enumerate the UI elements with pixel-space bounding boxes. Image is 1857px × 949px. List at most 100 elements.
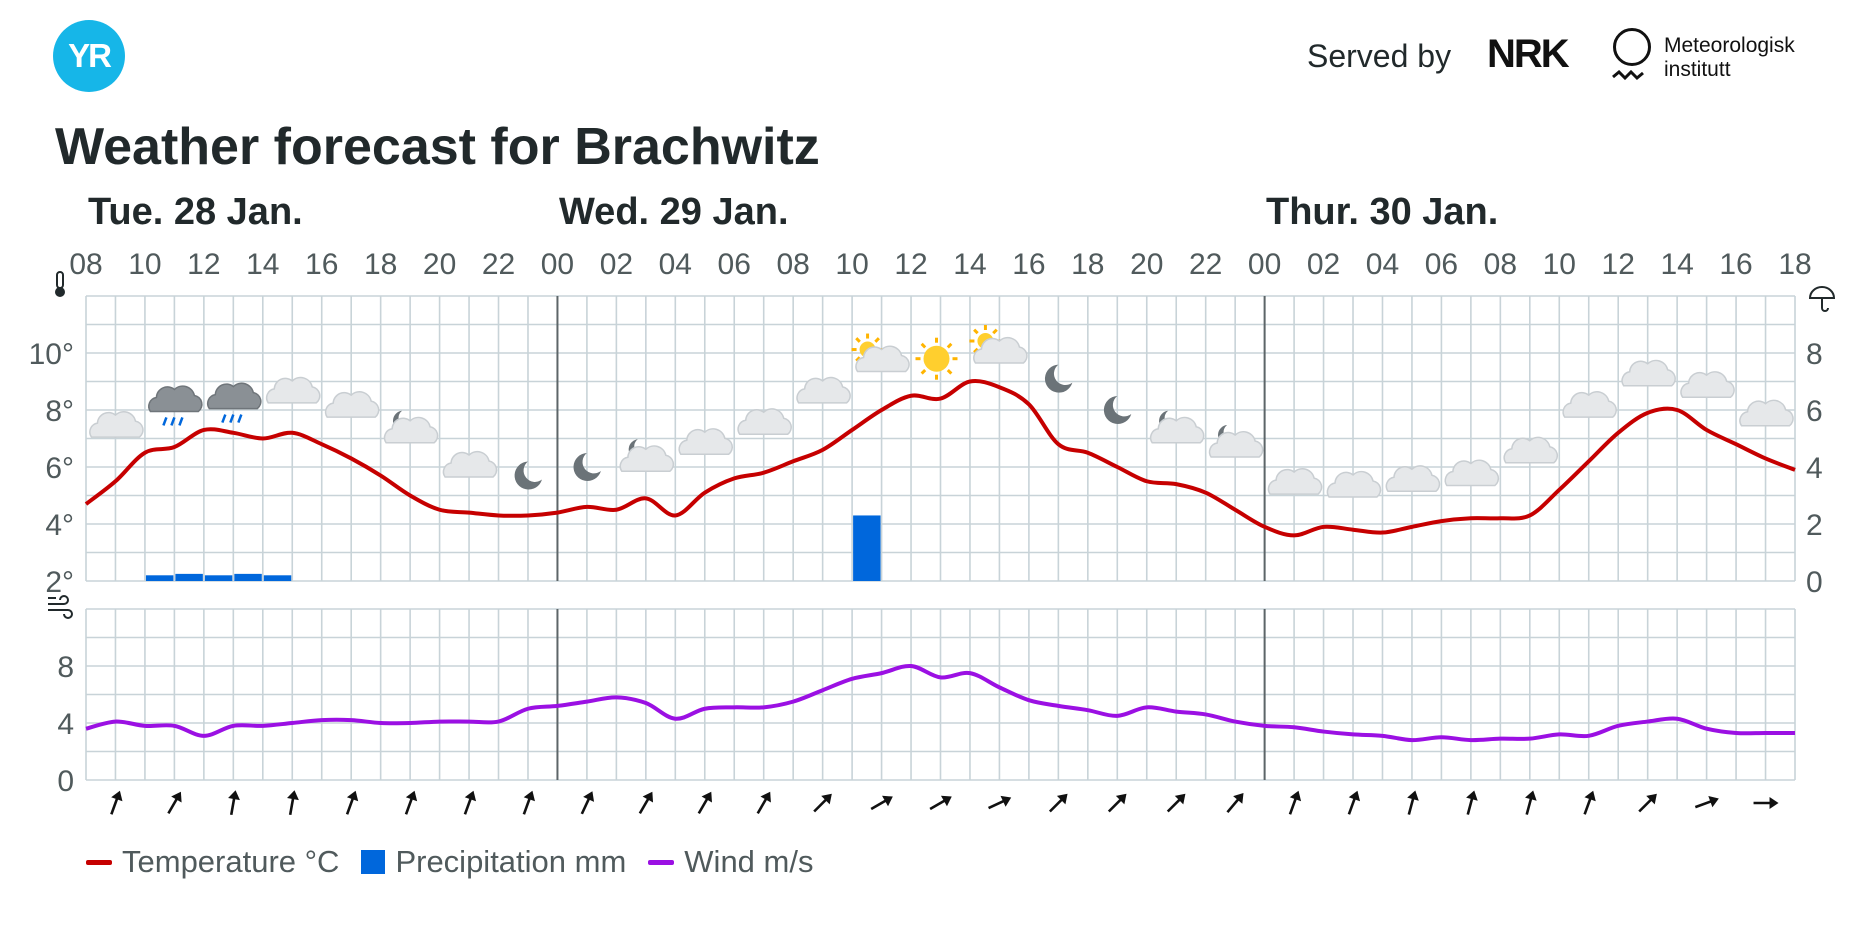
rain-drop	[237, 414, 243, 424]
met-logo-text[interactable]: Meteorologisk institutt	[1664, 34, 1795, 82]
wind-direction-arrow	[870, 795, 893, 811]
hour-tick-label: 12	[187, 248, 220, 281]
wind-direction-arrow	[1407, 790, 1419, 815]
umbrella-icon	[1808, 286, 1836, 312]
cloud-icon	[324, 391, 380, 418]
wind-direction-arrow	[1226, 793, 1244, 814]
arrow-head	[1525, 790, 1537, 801]
hour-tick-label: 12	[1602, 248, 1635, 281]
temperature-tick-label: 2°	[45, 566, 74, 599]
wind-direction-arrow	[522, 790, 535, 815]
arrow-head	[1348, 790, 1361, 802]
hour-tick-label: 08	[1484, 248, 1517, 281]
wind-tick-label: 0	[57, 765, 74, 798]
hour-tick-label: 10	[1543, 248, 1576, 281]
moon-icon	[1103, 396, 1132, 424]
precipitation-tick-label: 8	[1806, 338, 1823, 371]
sun-cloud-icon	[969, 325, 1028, 364]
thermometer-bulb	[55, 287, 65, 297]
moon-cloud-icon	[383, 410, 439, 444]
sun-ray	[855, 337, 861, 343]
hour-tick-label: 08	[69, 248, 102, 281]
hour-tick-label: 04	[659, 248, 692, 281]
cloud-icon	[1326, 470, 1382, 498]
met-logo-icon	[1613, 28, 1651, 66]
rain-icon	[148, 385, 203, 426]
hour-tick-label: 10	[835, 248, 868, 281]
cloud-icon	[1739, 399, 1794, 427]
precipitation-tick-label: 0	[1806, 566, 1823, 599]
wind-direction-arrow	[988, 795, 1012, 810]
wind-direction-arrow	[929, 795, 952, 811]
temperature-tick-label: 8°	[45, 395, 74, 428]
moon-shape	[1103, 396, 1132, 424]
arrow-head	[171, 791, 182, 803]
cloud-shape	[1385, 465, 1441, 492]
legend-temperature-label: Temperature °C	[122, 844, 340, 879]
arrow-head	[1174, 793, 1186, 805]
wind-direction-arrow	[287, 790, 299, 816]
wind-direction-arrow	[1166, 793, 1186, 813]
precipitation-tick-label: 4	[1806, 452, 1823, 485]
met-line-1: Meteorologisk	[1664, 34, 1795, 57]
sun-ray	[973, 328, 979, 335]
hour-tick-label: 22	[482, 248, 515, 281]
arrow-head	[1000, 795, 1012, 807]
precipitation-bar	[263, 575, 292, 581]
cloud-shape	[383, 416, 439, 444]
cloud-shape	[855, 345, 910, 373]
arrow-head	[1289, 790, 1302, 802]
wind-direction-arrow	[404, 790, 418, 815]
hour-tick-label: 14	[246, 248, 279, 281]
cloud-shape	[1503, 436, 1559, 464]
sun-ray	[920, 342, 927, 349]
umbrella-handle	[1821, 298, 1829, 312]
wind-direction-arrow	[580, 791, 595, 815]
cloud-shape	[1444, 459, 1500, 487]
legend-precipitation: Precipitation mm	[361, 844, 626, 880]
hour-tick-label: 16	[1012, 248, 1045, 281]
hour-tick-label: 14	[953, 248, 986, 281]
nrk-logo[interactable]: NRK	[1487, 32, 1570, 76]
sun-disc	[923, 345, 950, 372]
legend-wind-swatch	[648, 859, 675, 865]
cloud-shape	[973, 336, 1028, 364]
wind-direction-arrow	[345, 790, 359, 815]
arrow-head	[111, 790, 123, 802]
cloud-shape	[265, 376, 321, 404]
cloud-shape	[619, 445, 675, 473]
wind-series-line	[85, 663, 1795, 743]
wind-direction-arrow	[1694, 795, 1719, 809]
wind-icon	[48, 595, 73, 619]
temperature-tick-label: 6°	[45, 452, 74, 485]
precipitation-bar	[853, 515, 881, 581]
wind-direction-arrow	[697, 791, 712, 815]
arrow-head	[882, 795, 893, 807]
day-label: Tue. 28 Jan.	[88, 191, 303, 233]
cloud-shape	[324, 391, 380, 418]
sun-ray	[992, 328, 998, 335]
cloud-shape	[442, 450, 498, 478]
cloud-icon	[678, 428, 733, 455]
yr-logo[interactable]: YR	[53, 20, 125, 92]
hour-tick-label: 02	[600, 248, 633, 281]
hour-tick-label: 08	[776, 248, 809, 281]
cloud-icon	[89, 411, 144, 438]
cloud-shape	[796, 376, 851, 404]
temperature-tick-label: 4°	[45, 509, 74, 542]
met-line-2: institutt	[1664, 58, 1731, 81]
wind-direction-arrow	[1525, 790, 1537, 815]
cloud-icon	[1444, 459, 1500, 487]
rain-drop	[178, 417, 184, 426]
arrow-head	[701, 791, 712, 803]
arrow-head	[464, 790, 477, 802]
wind-direction-arrow	[1466, 790, 1478, 815]
legend-wind-label: Wind m/s	[684, 844, 814, 879]
rain-icon	[207, 382, 262, 424]
precipitation-bar	[204, 575, 233, 581]
moon-shape	[1044, 364, 1073, 393]
cloud-icon	[1680, 371, 1735, 398]
arrow-head	[1407, 790, 1419, 801]
umbrella-canopy	[1808, 286, 1836, 299]
